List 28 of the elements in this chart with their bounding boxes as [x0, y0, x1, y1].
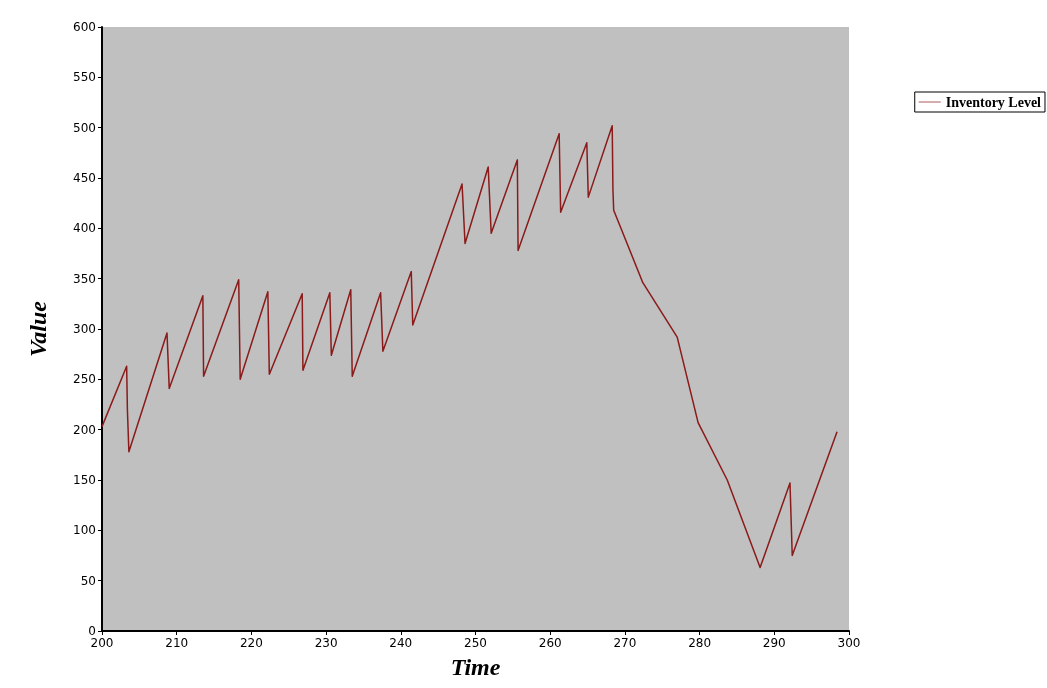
y-tick-label: 400	[73, 221, 96, 236]
y-tick-label: 500	[73, 120, 96, 135]
y-tick-label: 450	[73, 171, 96, 185]
legend-label: Inventory Level	[945, 94, 1042, 110]
x-tick-label: 240	[389, 636, 413, 650]
x-tick-label: 200	[90, 636, 114, 650]
y-axis-title: Value	[25, 300, 51, 358]
y-tick-label: 200	[73, 422, 96, 437]
y-tick-label: 0	[88, 624, 96, 638]
x-tick-label: 260	[538, 636, 562, 650]
y-tick-label: 300	[73, 322, 96, 336]
x-tick-label: 210	[165, 636, 189, 650]
x-tick-label: 300	[837, 636, 861, 650]
y-tick-label: 600	[73, 20, 96, 34]
line-series	[101, 124, 838, 569]
x-tick-label: 220	[239, 636, 263, 650]
x-tick-label: 230	[314, 636, 338, 650]
y-tick-label: 250	[73, 372, 96, 387]
y-tick-label: 50	[80, 573, 96, 588]
x-tick-label: 250	[464, 636, 487, 650]
x-tick-label: 280	[688, 636, 712, 650]
y-tick-label: 150	[73, 473, 96, 487]
x-tick-label: 270	[613, 636, 637, 650]
y-tick-label: 550	[73, 70, 96, 85]
x-axis-title: Time	[450, 654, 501, 680]
y-tick-label: 100	[73, 523, 96, 538]
y-tick-label: 350	[73, 271, 96, 286]
x-tick-label: 290	[762, 636, 786, 650]
